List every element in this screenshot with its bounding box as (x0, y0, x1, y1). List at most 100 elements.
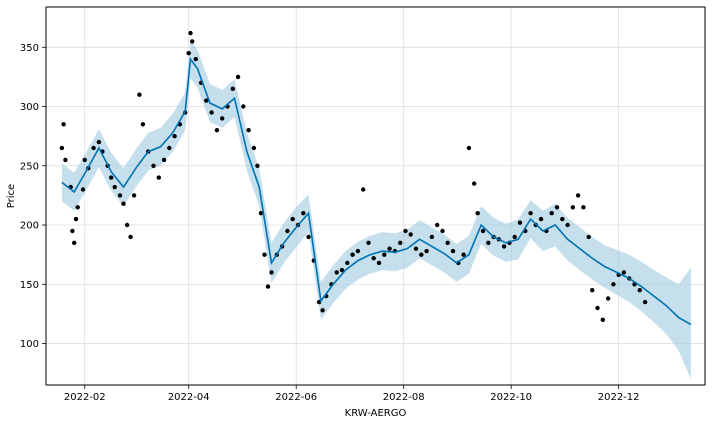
observed-point (501, 244, 507, 249)
observed-point (161, 157, 167, 163)
y-tick-label: 250 (20, 161, 39, 172)
x-tick-label: 2022-12 (598, 392, 640, 403)
observed-point (429, 234, 435, 240)
observed-point (570, 205, 575, 210)
y-tick-label: 200 (20, 221, 39, 232)
observed-point (262, 252, 267, 257)
observed-point (611, 282, 616, 287)
observed-point (554, 205, 560, 210)
observed-point (204, 98, 209, 103)
observed-point (528, 211, 533, 216)
observed-point (424, 248, 429, 254)
observed-point (595, 305, 600, 311)
observed-point (186, 51, 191, 56)
observed-point (140, 122, 146, 127)
observed-point (265, 284, 271, 289)
observed-point (258, 211, 264, 216)
observed-point (361, 187, 366, 192)
observed-point (637, 288, 642, 293)
gridlines (46, 7, 705, 385)
observed-point (642, 299, 648, 305)
observed-point (285, 228, 290, 234)
observed-point (80, 187, 86, 192)
uncertainty-band-layer (61, 40, 691, 380)
observed-point (131, 193, 137, 198)
observed-point (435, 222, 440, 228)
observed-point (419, 252, 424, 257)
observed-point (334, 270, 339, 275)
observed-point (461, 252, 466, 257)
observed-point (63, 157, 68, 163)
observed-point (214, 128, 220, 133)
y-axis-ticks: 100 150 200 250 300 350 (20, 43, 46, 350)
observed-point (151, 163, 156, 168)
observed-point (366, 240, 371, 245)
observed-point (188, 30, 193, 36)
observed-point (512, 234, 517, 240)
observed-point (475, 211, 480, 216)
x-tick-label: 2022-10 (490, 392, 532, 403)
observed-point (59, 145, 65, 151)
observed-point (290, 216, 295, 222)
observed-point (124, 222, 130, 228)
y-tick-label: 150 (20, 280, 39, 291)
observed-point (387, 246, 392, 251)
observed-point (382, 252, 387, 257)
observed-point (549, 211, 554, 216)
observed-point (371, 256, 376, 261)
observed-point (72, 240, 77, 245)
y-tick-label: 350 (20, 43, 39, 54)
observed-point (220, 116, 225, 121)
x-axis-ticks: 2022-02 2022-04 2022-06 2022-08 2022-10 2022-… (64, 385, 640, 403)
forecast-line (61, 56, 692, 326)
observed-point (440, 228, 445, 234)
x-axis-label: KRW-AERGO (345, 408, 407, 419)
observed-point (605, 296, 611, 301)
observed-point (235, 74, 241, 80)
observed-point (167, 145, 172, 151)
observed-point (209, 110, 214, 115)
observed-point (398, 240, 403, 245)
observed-point (486, 240, 491, 245)
observed-point (590, 288, 595, 293)
observed-point (480, 228, 486, 234)
plot-frame (45, 6, 706, 386)
observed-point (517, 220, 523, 225)
observed-point (156, 175, 161, 180)
observed-point (91, 145, 96, 151)
observed-point (73, 216, 79, 222)
observed-point (565, 222, 570, 228)
x-tick-label: 2022-04 (168, 392, 210, 403)
y-axis-label: Price (6, 184, 17, 208)
observed-point (230, 86, 235, 92)
y-tick-label: 100 (20, 339, 39, 350)
uncertainty-band (61, 40, 691, 380)
observed-point (190, 39, 195, 44)
observed-point (339, 267, 345, 273)
observed-point (121, 201, 126, 206)
observed-point (246, 128, 251, 133)
x-tick-label: 2022-08 (383, 392, 425, 403)
observed-point (117, 193, 123, 198)
observed-point (345, 260, 350, 266)
observed-point (70, 228, 75, 234)
observed-point (408, 232, 413, 237)
observed-point (600, 317, 605, 322)
observed-point (269, 270, 274, 275)
observed-point (301, 211, 306, 216)
observed-point (193, 56, 198, 62)
observed-point (96, 139, 102, 145)
observed-point (109, 175, 114, 180)
observed-point (450, 248, 456, 254)
observed-point (82, 157, 88, 163)
observed-point (255, 163, 260, 168)
observed-point (575, 193, 581, 198)
observed-point (172, 134, 177, 139)
observed-point (137, 92, 142, 97)
observed-point (413, 246, 419, 251)
y-tick-label: 300 (20, 102, 39, 113)
observed-point (61, 122, 66, 127)
observed-points-layer (59, 30, 648, 322)
